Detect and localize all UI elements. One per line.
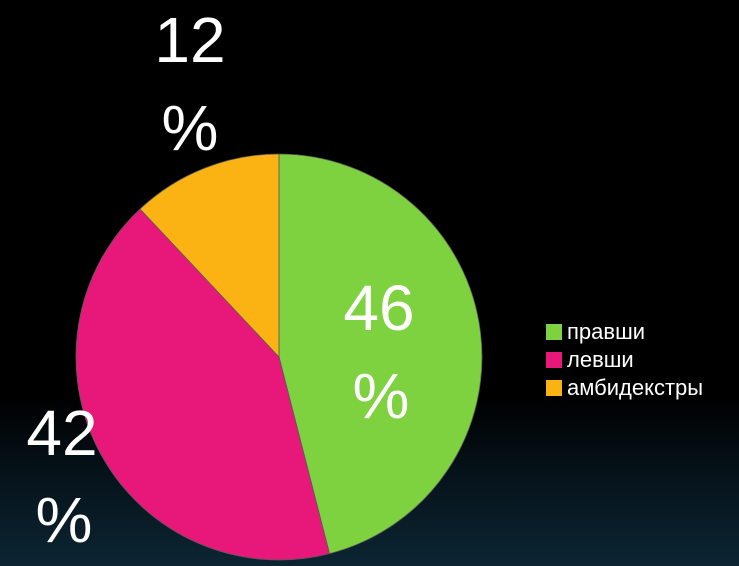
data-label-levshi-number: 42 [26, 397, 97, 469]
data-label-pravshi-unit: % [353, 360, 410, 432]
data-label-pravshi-number: 46 [343, 272, 414, 344]
pie-slice-ambidekstry [139, 153, 280, 359]
legend-swatch-levshi [546, 352, 562, 368]
legend-label-pravshi: правши [567, 319, 646, 344]
pie-data-labels: 46 % 42 % 12 % [26, 4, 414, 556]
legend-item-pravshi: правши [546, 318, 703, 346]
data-label-ambidekstry-number: 12 [154, 4, 225, 76]
legend-swatch-pravshi [546, 324, 562, 340]
data-label-ambidekstry-unit: % [162, 92, 219, 164]
legend-item-ambidekstry: амбидекстры [546, 374, 703, 402]
legend-label-levshi: левши [567, 347, 634, 372]
pie-slice-pravshi [278, 153, 483, 555]
pie-slices [75, 153, 483, 561]
legend-swatch-ambidekstry [546, 380, 562, 396]
legend-item-levshi: левши [546, 346, 703, 374]
data-label-levshi-unit: % [36, 484, 93, 556]
legend-label-ambidekstry: амбидекстры [567, 375, 704, 400]
pie-slice-levshi [75, 208, 330, 561]
chart-legend: правши левши амбидекстры [546, 318, 703, 402]
